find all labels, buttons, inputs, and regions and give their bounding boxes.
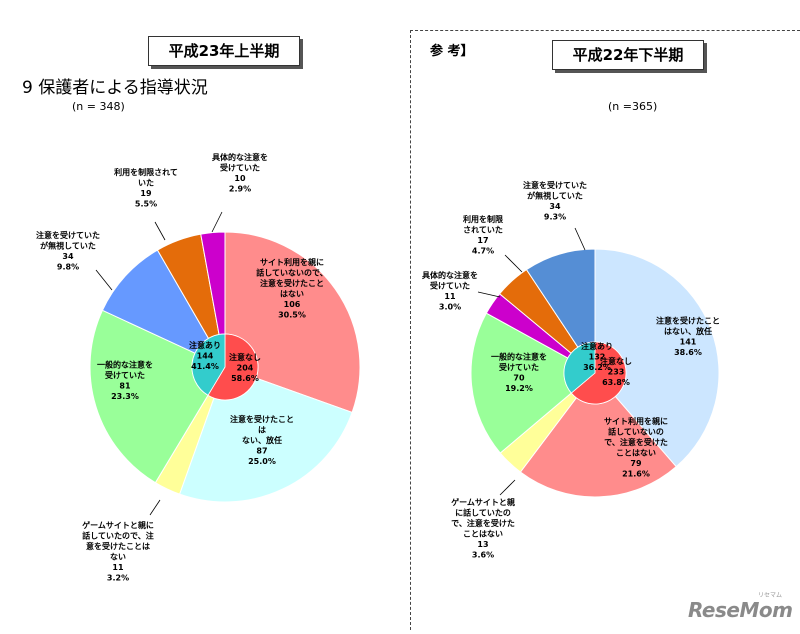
leader-line-4 [95, 269, 113, 291]
leader-line-4 [477, 291, 501, 298]
leader-line-2 [149, 499, 161, 516]
divider-horizontal [410, 30, 800, 31]
slice-label-4: 注意を受けていたが無視していた 34 9.8% [36, 230, 100, 272]
pie-slice-inner-1 [563, 341, 596, 394]
slice-label-2: ゲームサイトと親に話していたので、注意を受けたことはない 11 3.2% [82, 520, 154, 583]
slice-label-3: 一般的な注意を受けていた 70 19.2% [491, 351, 547, 393]
inner-label-1: 注意あり 144 41.4% [189, 340, 221, 371]
resemom-logo: ReseMom [688, 598, 793, 622]
leader-line-6 [211, 211, 223, 233]
resemom-logo-kana: リセマム [758, 592, 783, 599]
left-sample-size: (n = 348) [72, 100, 125, 113]
slice-label-5: 利用を制限されていた 19 5.5% [113, 167, 178, 209]
section-heading: 9 保護者による指導状況 [22, 78, 208, 98]
left-period-title: 平成23年上半期 [148, 36, 300, 66]
reference-label: 参 考】 [430, 44, 474, 59]
pie-chart-h23-first-half: サイト利用を親に話していないので、注意を受けたことはない 106 30.5% 注意を受… [36, 152, 361, 583]
slice-label-2: ゲームサイトと親に話していたので、注意を受けたことはない 13 3.6% [451, 497, 515, 560]
slice-label-5: 利用を制限されていた 17 4.7% [462, 214, 503, 256]
leader-line-2 [499, 479, 516, 496]
inner-label-1: 注意あり 132 36.2% [581, 341, 613, 372]
slice-label-1: 注意を受けたことはない、放任 87 25.0% [230, 414, 294, 466]
slice-label-0: 注意を受けたことはない、放任 141 38.6% [656, 315, 720, 357]
slice-label-0: サイト利用を親に話していないので、注意を受けたことはない 106 30.5% [256, 257, 327, 320]
slice-label-6: 注意を受けていたが無視していた 34 9.3% [523, 180, 587, 222]
right-period-title: 平成22年下半期 [552, 40, 704, 70]
inner-label-0: 注意なし 204 58.6% [229, 352, 261, 383]
pie-slice-inner-0 [570, 341, 627, 405]
pie-slice-inner-0 [207, 333, 259, 401]
pie-chart-h22-second-half: 注意を受けたことはない、放任 141 38.6% サイト利用を親に話していないので、注… [422, 180, 720, 560]
slice-label-4: 具体的な注意を受けていた 11 3.0% [422, 270, 478, 312]
inner-label-0: 注意なし 233 63.8% [600, 356, 632, 387]
right-sample-size: (n =365) [608, 100, 658, 113]
slice-label-1: サイト利用を親に話していないので、注意を受けたことはない 79 21.6% [604, 416, 668, 479]
pie-slice-inner-1 [191, 333, 226, 396]
slice-label-6: 具体的な注意を受けていた 10 2.9% [212, 152, 268, 194]
leader-line-5 [154, 221, 166, 241]
leader-line-6 [574, 227, 586, 251]
divider-vertical [410, 30, 411, 630]
leader-line-5 [504, 254, 523, 273]
slice-label-3: 一般的な注意を受けていた 81 23.3% [97, 359, 153, 401]
